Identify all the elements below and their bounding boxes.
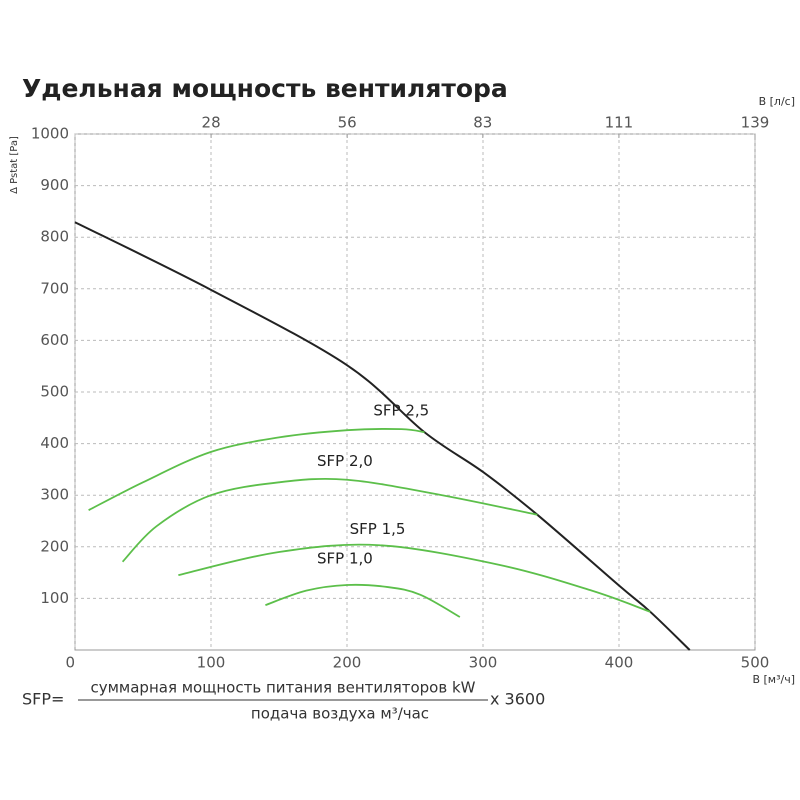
y-tick-label: 900 xyxy=(40,176,69,194)
series-label: SFP 2,0 xyxy=(317,452,373,470)
y-tick-label: 200 xyxy=(40,537,69,555)
series-line xyxy=(121,477,538,563)
y-tick-label: 600 xyxy=(40,331,69,349)
y-tick-label: 500 xyxy=(40,383,69,401)
y-tick-label: 400 xyxy=(40,434,69,452)
formula-lhs: SFP= xyxy=(22,690,64,709)
y-tick-label: 800 xyxy=(40,228,69,246)
series-label: SFP 1,5 xyxy=(350,520,406,538)
y-tick-label: 1000 xyxy=(31,125,69,143)
y-tick-label: 100 xyxy=(40,589,69,607)
y-tick-label: 700 xyxy=(40,279,69,297)
x-tick-label: 300 xyxy=(469,654,498,672)
x2-tick-label: 56 xyxy=(338,114,357,132)
y-tick-label: 300 xyxy=(40,486,69,504)
series-line xyxy=(88,428,425,511)
x2-tick-label: 139 xyxy=(741,114,770,132)
x2-tick-label: 111 xyxy=(605,114,634,132)
x-tick-label: 100 xyxy=(197,654,226,672)
series-line xyxy=(265,583,461,618)
formula-numerator: суммарная мощность питания вентиляторов … xyxy=(90,679,475,697)
x2-tick-label: 83 xyxy=(473,114,492,132)
chart-title: Удельная мощность вентилятора xyxy=(22,74,508,103)
series-label: SFP 2,5 xyxy=(373,402,429,420)
series-line xyxy=(74,221,691,651)
series-label: SFP 1,0 xyxy=(317,549,373,567)
x-tick-label: 500 xyxy=(741,654,770,672)
x2-tick-label: 28 xyxy=(202,114,221,132)
series-line xyxy=(178,543,651,613)
x-tick-label: 200 xyxy=(333,654,362,672)
formula-denominator: подача воздуха м³/час xyxy=(251,705,429,723)
formula-factor: x 3600 xyxy=(490,690,545,709)
x2-axis-label: В [л/с] xyxy=(759,95,795,108)
x-axis-label: В [м³/ч] xyxy=(752,673,795,686)
y-axis-label: Δ Pstat [Pa] xyxy=(9,136,20,194)
x-tick-label: 400 xyxy=(605,654,634,672)
x-tick-label: 0 xyxy=(65,654,75,672)
